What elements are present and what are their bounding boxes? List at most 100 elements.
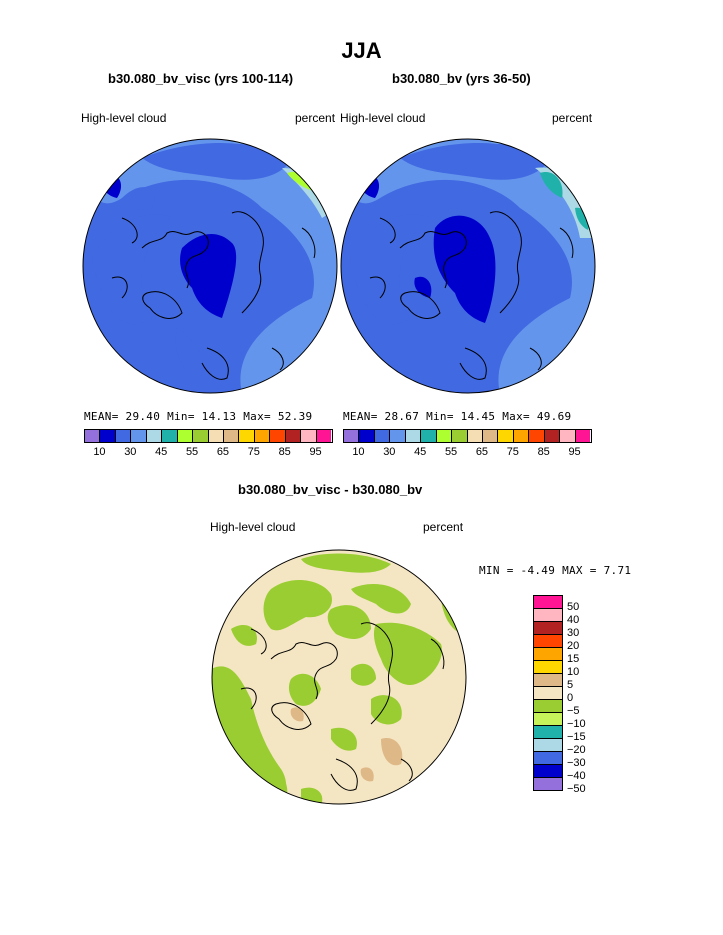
panel2-stats: MEAN= 28.67 Min= 14.45 Max= 49.69	[343, 410, 572, 423]
colorbar-swatch	[146, 430, 163, 442]
colorbar-panel2	[343, 429, 592, 443]
colorbar-swatch	[344, 430, 360, 442]
colorbar-swatch	[177, 430, 194, 442]
colorbar-swatch	[534, 726, 562, 739]
colorbar-level-label: −5	[567, 705, 580, 717]
colorbar-swatch	[223, 430, 240, 442]
colorbar-swatch	[534, 713, 562, 726]
colorbar-difference	[533, 595, 563, 791]
panel3-variable-label: High-level cloud	[210, 520, 296, 534]
colorbar-swatch	[575, 430, 590, 442]
panel3-units-label: percent	[423, 520, 464, 534]
colorbar-level-label: 40	[567, 614, 580, 626]
colorbar-level-label: 5	[567, 679, 574, 691]
colorbar-tick-label: 85	[278, 446, 291, 458]
colorbar-swatch	[452, 430, 468, 442]
colorbar-level-label: −10	[567, 718, 586, 730]
colorbar-swatch	[534, 765, 562, 778]
colorbar-swatch	[421, 430, 437, 442]
colorbar-tick-label: 45	[414, 446, 427, 458]
colorbar-level-label: 20	[567, 640, 580, 652]
colorbar-swatch	[374, 430, 391, 442]
colorbar-tick-label: 45	[155, 446, 168, 458]
colorbar-tick-label: 30	[124, 446, 137, 458]
colorbar-swatch	[301, 430, 317, 442]
colorbar-tick-label: 10	[93, 446, 106, 458]
colorbar-swatch	[193, 430, 209, 442]
colorbar-swatch	[131, 430, 147, 442]
colorbar-tick-label: 75	[506, 446, 519, 458]
colorbar-swatch	[239, 430, 255, 442]
colorbar-tick-label: 85	[537, 446, 550, 458]
colorbar-swatch	[85, 430, 101, 442]
colorbar-level-label: 15	[567, 653, 580, 665]
colorbar-tick-label: 55	[444, 446, 458, 458]
panel2-units-label: percent	[552, 111, 593, 125]
colorbar-swatch	[529, 430, 545, 442]
colorbar-level-label: −30	[567, 757, 586, 769]
colorbar-level-label: −15	[567, 731, 586, 743]
colorbar-level-label: 30	[567, 627, 580, 639]
panel1-units-label: percent	[295, 111, 336, 125]
colorbar-swatch	[534, 609, 562, 622]
polar-map-difference	[211, 549, 467, 805]
colorbar-swatch	[534, 752, 562, 765]
colorbar-swatch	[390, 430, 406, 442]
colorbar-swatch	[534, 596, 562, 609]
colorbar-level-label: 0	[567, 692, 574, 704]
panel3-stats: MIN = -4.49 MAX = 7.71	[479, 564, 632, 577]
panel2-subtitle: b30.080_bv (yrs 36-50)	[392, 71, 531, 86]
colorbar-swatch	[100, 430, 116, 442]
colorbar-swatch	[316, 430, 331, 442]
colorbar-swatch	[285, 430, 302, 442]
colorbar-swatch	[436, 430, 453, 442]
colorbar-swatch	[534, 648, 562, 661]
colorbar-level-label: −40	[567, 770, 586, 782]
colorbar-swatch	[534, 622, 562, 635]
colorbar-swatch	[467, 430, 483, 442]
colorbar-swatch	[534, 687, 562, 700]
colorbar-swatch	[534, 739, 562, 752]
panel3-subtitle: b30.080_bv_visc - b30.080_bv	[238, 482, 423, 497]
colorbar-swatch	[534, 700, 562, 713]
colorbar-swatch	[405, 430, 422, 442]
colorbar-swatch	[270, 430, 286, 442]
polar-map-bv	[340, 138, 596, 394]
colorbar-panel2-ticks: 10 30 45 55 65 75 85 95	[343, 446, 603, 458]
colorbar-tick-label: 30	[383, 446, 396, 458]
colorbar-swatch	[162, 430, 178, 442]
colorbar-swatch	[482, 430, 499, 442]
colorbar-swatch	[359, 430, 375, 442]
colorbar-swatch	[534, 661, 562, 674]
colorbar-tick-label: 95	[309, 446, 322, 458]
colorbar-level-label: −50	[567, 783, 586, 795]
colorbar-tick-label: 65	[216, 446, 230, 458]
page-title: JJA	[341, 38, 382, 63]
colorbar-panel1	[84, 429, 333, 443]
colorbar-swatch	[513, 430, 530, 442]
colorbar-tick-label: 75	[247, 446, 260, 458]
colorbar-swatch	[534, 778, 562, 790]
colorbar-swatch	[208, 430, 224, 442]
polar-map-visc	[82, 138, 338, 394]
colorbar-swatch	[498, 430, 514, 442]
colorbar-tick-label: 65	[475, 446, 489, 458]
panel1-stats: MEAN= 29.40 Min= 14.13 Max= 52.39	[84, 410, 313, 423]
colorbar-tick-label: 95	[568, 446, 581, 458]
panel2-variable-label: High-level cloud	[340, 111, 426, 125]
colorbar-tick-label: 55	[185, 446, 199, 458]
colorbar-panel1-ticks: 10 30 45 55 65 75 85 95	[84, 446, 344, 458]
colorbar-swatch	[534, 674, 562, 687]
colorbar-level-label: −20	[567, 744, 586, 756]
colorbar-swatch	[115, 430, 132, 442]
panel1-subtitle: b30.080_bv_visc (yrs 100-114)	[108, 71, 294, 86]
panel1-variable-label: High-level cloud	[81, 111, 167, 125]
colorbar-swatch	[560, 430, 576, 442]
colorbar-level-label: 50	[567, 601, 580, 613]
colorbar-tick-label: 10	[352, 446, 365, 458]
colorbar-swatch	[544, 430, 561, 442]
colorbar-level-label: 10	[567, 666, 580, 678]
colorbar-swatch	[254, 430, 271, 442]
colorbar-difference-labels: 50 40 30 20 15 10 5 0 −5 −10 −15 −20 −30 −40 −50	[567, 601, 586, 796]
colorbar-swatch	[534, 635, 562, 648]
